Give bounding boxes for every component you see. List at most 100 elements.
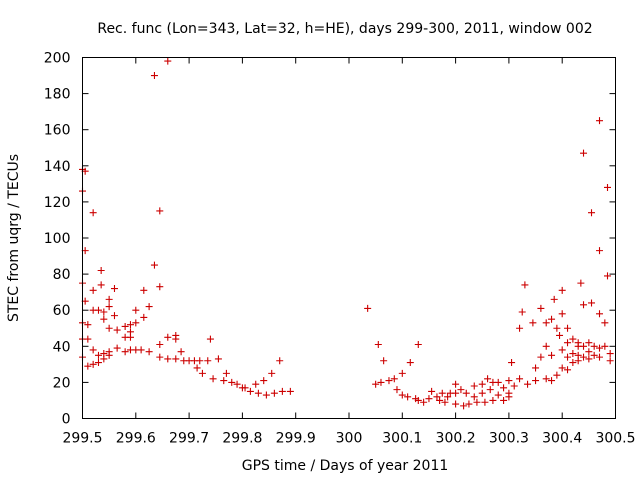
- plot-frame: [82, 57, 616, 419]
- data-point: [580, 353, 588, 361]
- data-point: [590, 351, 598, 359]
- y-tick-label: 60: [53, 303, 71, 319]
- data-point: [393, 386, 401, 394]
- data-point: [484, 375, 492, 383]
- data-point: [532, 377, 540, 385]
- data-point: [172, 335, 180, 343]
- data-point: [372, 380, 380, 388]
- x-axis: 299.5 299.6 299.7 299.8 299.9 300 300.1 300.2 30…: [62, 57, 636, 447]
- data-point: [569, 350, 577, 358]
- data-point: [601, 342, 609, 350]
- data-point: [444, 393, 452, 401]
- data-point: [588, 299, 596, 307]
- data-point: [121, 348, 129, 356]
- data-point: [214, 355, 222, 363]
- data-point: [604, 183, 612, 191]
- data-point: [164, 355, 172, 363]
- data-points: [79, 57, 614, 410]
- y-tick-label: 20: [53, 375, 71, 391]
- y-axis-label: STEC from uqrg / TECUs: [6, 154, 22, 322]
- data-point: [137, 346, 145, 354]
- x-tick-label: 300.5: [595, 431, 635, 447]
- data-point: [465, 400, 473, 408]
- data-point: [505, 393, 513, 401]
- data-point: [462, 389, 470, 397]
- data-point: [209, 375, 217, 383]
- data-point: [452, 400, 460, 408]
- data-point: [420, 398, 428, 406]
- data-point: [532, 364, 540, 372]
- data-point: [516, 324, 524, 332]
- data-point: [564, 353, 572, 361]
- data-point: [260, 377, 268, 385]
- data-point: [564, 324, 572, 332]
- data-point: [220, 377, 228, 385]
- data-point: [105, 324, 113, 332]
- data-point: [94, 359, 102, 367]
- data-point: [121, 322, 129, 330]
- data-point: [145, 348, 153, 356]
- data-point: [537, 353, 545, 361]
- y-tick-label: 160: [44, 123, 71, 139]
- data-point: [156, 340, 164, 348]
- data-point: [374, 340, 382, 348]
- data-point: [558, 310, 566, 318]
- data-point: [385, 377, 393, 385]
- data-point: [222, 369, 230, 377]
- data-point: [156, 283, 164, 291]
- data-point: [97, 281, 105, 289]
- data-point: [286, 387, 294, 395]
- data-point: [268, 369, 276, 377]
- x-axis-label: GPS time / Days of year 2011: [242, 458, 449, 474]
- data-point: [489, 396, 497, 404]
- data-point: [569, 359, 577, 367]
- data-point: [577, 279, 585, 287]
- data-point: [276, 357, 284, 365]
- data-point: [553, 324, 561, 332]
- data-point: [508, 359, 516, 367]
- data-point: [364, 304, 372, 312]
- data-point: [505, 377, 513, 385]
- data-point: [580, 301, 588, 309]
- y-tick-label: 80: [53, 267, 71, 283]
- y-tick-label: 40: [53, 339, 71, 355]
- data-point: [132, 319, 140, 327]
- x-tick-label: 300.4: [542, 431, 582, 447]
- x-tick-label: 300.3: [489, 431, 529, 447]
- data-point: [580, 342, 588, 350]
- data-point: [100, 308, 108, 316]
- data-point: [172, 355, 180, 363]
- data-point: [428, 387, 436, 395]
- data-point: [254, 389, 262, 397]
- data-point: [241, 384, 249, 392]
- data-point: [126, 333, 134, 341]
- data-point: [470, 382, 478, 390]
- data-point: [486, 386, 494, 394]
- data-point: [558, 364, 566, 372]
- data-point: [601, 319, 609, 327]
- data-point: [542, 319, 550, 327]
- data-point: [590, 342, 598, 350]
- data-point: [398, 369, 406, 377]
- data-point: [596, 353, 604, 361]
- data-point: [516, 375, 524, 383]
- data-point: [596, 344, 604, 352]
- data-point: [564, 366, 572, 374]
- data-point: [500, 384, 508, 392]
- data-point: [89, 209, 97, 217]
- y-tick-label: 100: [44, 231, 71, 247]
- data-point: [478, 389, 486, 397]
- data-point: [596, 310, 604, 318]
- data-point: [460, 402, 468, 410]
- data-point: [433, 393, 441, 401]
- data-point: [452, 389, 460, 397]
- y-tick-label: 180: [44, 87, 71, 103]
- data-point: [110, 312, 118, 320]
- data-point: [542, 375, 550, 383]
- data-point: [406, 359, 414, 367]
- data-point: [156, 207, 164, 215]
- data-point: [398, 391, 406, 399]
- data-point: [580, 149, 588, 157]
- data-point: [481, 398, 489, 406]
- data-point: [494, 378, 502, 386]
